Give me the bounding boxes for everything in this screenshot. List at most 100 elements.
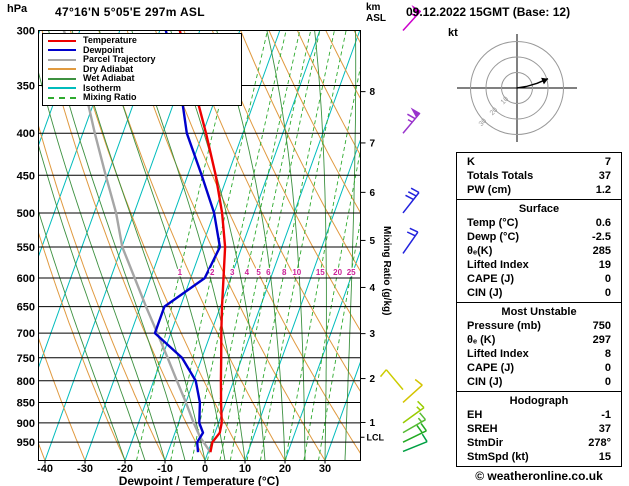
legend-line-sample	[48, 96, 76, 99]
stat-value: -2.5	[592, 231, 611, 243]
hodograph-ring	[485, 56, 549, 120]
pressure-tick-label: 550	[17, 242, 35, 254]
pressure-tick-label: 750	[17, 353, 35, 365]
stat-value: 37	[598, 423, 611, 435]
stat-value: 278°	[588, 437, 611, 449]
height-axis-unit: km ASL	[366, 2, 386, 24]
km-tick-label: 2	[370, 374, 376, 385]
stat-value: 0	[604, 376, 611, 388]
temp-tick-label: -30	[77, 463, 93, 475]
legend-item: Dewpoint	[48, 44, 236, 56]
mixing-ratio-label: 6	[266, 268, 271, 277]
barb-shaft	[402, 412, 427, 434]
copyright: © weatheronline.co.uk	[475, 469, 603, 483]
wind-barb	[402, 433, 428, 453]
stat-value: 750	[592, 320, 611, 332]
hodograph-unit-label: kt	[448, 27, 458, 39]
wind-barb	[402, 187, 420, 214]
stat-value: 8	[604, 348, 611, 360]
dewpoint-curve	[153, 30, 222, 453]
stat-label: StmDir	[467, 437, 504, 449]
legend-item-label: Wet Adiabat	[83, 73, 135, 83]
pressure-tick-label: 850	[17, 397, 35, 409]
mixing-ratio-label: 15	[316, 268, 325, 277]
legend-item-label: Mixing Ratio	[83, 92, 137, 102]
dry-adiabat-line	[296, 30, 361, 157]
pressure-tick-label: 300	[17, 26, 35, 38]
km-tick-label: 4	[370, 283, 376, 294]
stat-label: θₑ (K)	[467, 334, 496, 346]
most-unstable-section-title: Most Unstable	[501, 306, 577, 318]
stat-label: Dewp (°C)	[467, 231, 520, 243]
legend: Temperature Dewpoint Parcel Trajectory Dry …	[42, 33, 242, 106]
legend-item-label: Dry Adiabat	[83, 63, 134, 74]
stat-row: θₑ (K) 297	[457, 333, 621, 347]
wind-barb	[402, 412, 427, 434]
hodograph-ring-label: 20	[489, 107, 500, 118]
stat-value: 297	[592, 334, 611, 346]
mixing-ratio-label: 20	[333, 268, 342, 277]
wind-barb	[402, 378, 423, 404]
stat-label: Pressure (mb)	[467, 320, 541, 332]
dry-adiabat-line	[240, 30, 361, 273]
most-unstable-section: Most Unstable Pressure (mb) 750 θₑ (K) 297 L…	[457, 302, 621, 391]
legend-item: Dry Adiabat	[48, 63, 236, 75]
parcel-trajectory-curve	[62, 30, 212, 453]
barb-shaft	[379, 369, 404, 391]
temp-tick-label: 20	[279, 463, 291, 475]
stat-row: StmSpd (kt) 15	[457, 450, 621, 464]
hodograph-ring	[501, 72, 533, 104]
stat-value: 19	[598, 259, 611, 271]
legend-item: Wet Adiabat	[48, 73, 236, 84]
hodograph-trace-arrowhead	[541, 77, 548, 85]
legend-item: Parcel Trajectory	[48, 54, 236, 65]
stat-row: Pressure (mb) 750	[457, 319, 621, 333]
stat-row: EH -1	[457, 408, 621, 422]
stat-value: 0	[604, 362, 611, 374]
wind-barb	[402, 107, 421, 134]
mixing-ratio-label: 1	[178, 268, 183, 277]
legend-line-sample	[48, 58, 76, 61]
stat-row: PW (cm) 1.2	[457, 183, 621, 197]
stat-label: Totals Totals	[467, 170, 534, 182]
mixing-ratio-line	[259, 30, 347, 461]
legend-item: Mixing Ratio	[48, 92, 236, 103]
legend-line-sample	[48, 77, 76, 80]
km-tick-label: 3	[370, 329, 376, 340]
barb-shaft	[402, 187, 420, 214]
legend-line-sample	[48, 39, 76, 42]
temp-tick-label: 10	[239, 463, 251, 475]
stat-value: 37	[598, 170, 611, 182]
stat-label: CIN (J)	[467, 376, 503, 388]
stat-row: θₑ(K) 285	[457, 244, 621, 258]
stat-value: 285	[592, 245, 611, 257]
stat-label: PW (cm)	[467, 184, 511, 196]
wind-barb	[402, 423, 428, 443]
legend-item: Temperature	[48, 35, 236, 46]
barb-shaft	[402, 433, 428, 453]
stat-label: K	[467, 156, 475, 168]
legend-item-label: Dewpoint	[83, 44, 124, 55]
pressure-tick-label: 800	[17, 376, 35, 388]
pressure-tick-label: 500	[17, 208, 35, 220]
mixing-ratio-label: 5	[256, 268, 261, 277]
legend-line-sample	[48, 87, 76, 90]
stat-row: StmDir 278°	[457, 436, 621, 450]
stat-label: Temp (°C)	[467, 217, 519, 229]
isotherm-line	[204, 30, 361, 461]
dry-adiabat-line	[38, 336, 86, 461]
stat-label: CIN (J)	[467, 287, 503, 299]
km-tick-label: 7	[370, 138, 376, 149]
stat-label: Lifted Index	[467, 259, 529, 271]
km-tick-label: 6	[370, 188, 376, 199]
mixing-ratio-label: 4	[245, 268, 250, 277]
wind-barb	[402, 5, 422, 32]
location-title: 47°16'N 5°05'E 297m ASL	[55, 5, 205, 19]
stat-label: SREH	[467, 423, 498, 435]
stat-value: 0	[604, 287, 611, 299]
hodograph-section: Hodograph EH -1 SREH 37 StmDir 278° StmSpd (kt…	[457, 391, 621, 466]
stat-row: Lifted Index 8	[457, 347, 621, 361]
